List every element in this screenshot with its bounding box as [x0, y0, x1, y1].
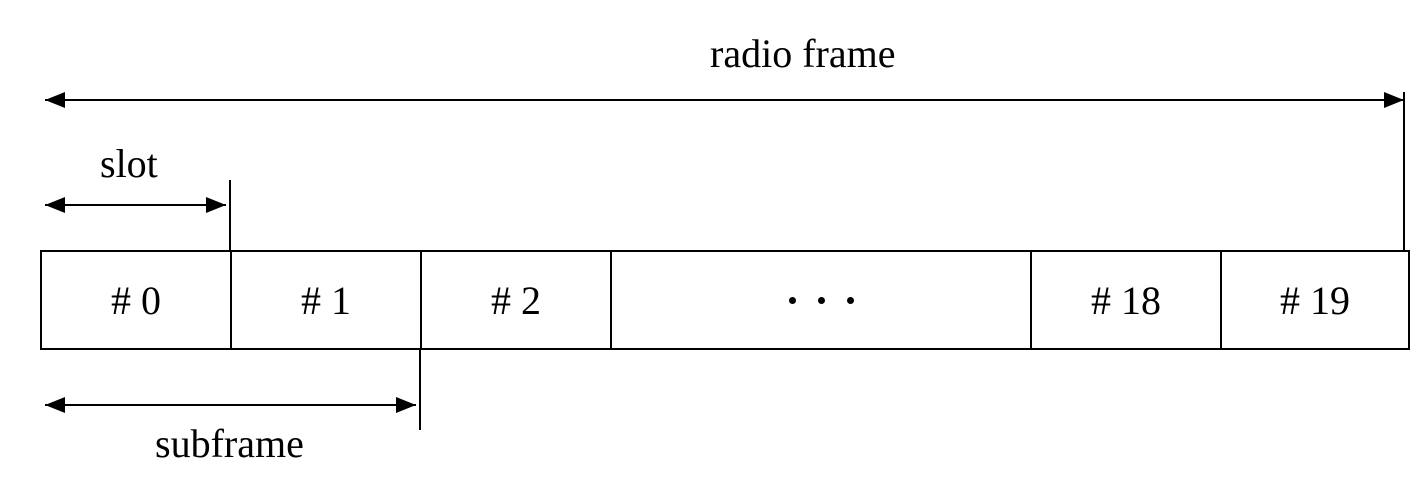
- slot-cell-ellipsis: [610, 250, 1030, 350]
- slot-row: # 0# 1# 2 # 18# 19: [40, 250, 1410, 350]
- slot-cell: # 0: [40, 250, 230, 350]
- radio-frame-diagram: radio frame slot subframe # 0# 1# 2# 18#…: [0, 0, 1418, 503]
- ellipsis-icon: [789, 297, 854, 304]
- slot-cell: # 2: [420, 250, 610, 350]
- slot-cell: # 19: [1220, 250, 1410, 350]
- slot-cell: # 18: [1030, 250, 1220, 350]
- slot-cell: # 1: [230, 250, 420, 350]
